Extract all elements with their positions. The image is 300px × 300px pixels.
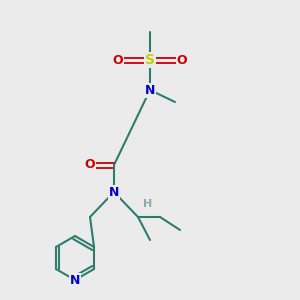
Text: N: N bbox=[109, 185, 119, 199]
Text: S: S bbox=[145, 53, 155, 67]
Text: O: O bbox=[85, 158, 95, 172]
Text: N: N bbox=[70, 274, 80, 286]
Text: O: O bbox=[177, 53, 187, 67]
Text: H: H bbox=[143, 199, 153, 209]
Text: N: N bbox=[145, 83, 155, 97]
Text: O: O bbox=[113, 53, 123, 67]
